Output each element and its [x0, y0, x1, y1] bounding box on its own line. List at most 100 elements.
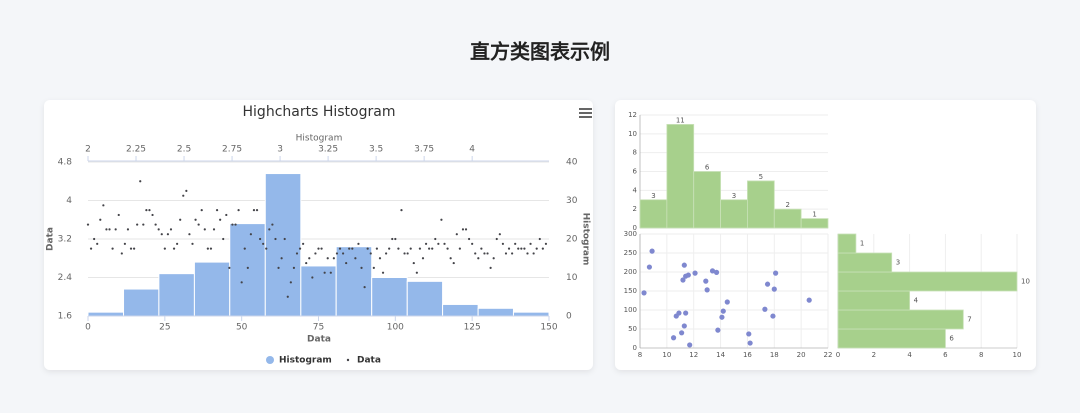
scatter-point: [335, 252, 339, 255]
scatter-point: [277, 266, 280, 269]
scatter-point: [535, 247, 538, 250]
scatter-point: [305, 261, 308, 265]
scatter-point: [99, 218, 102, 221]
data-label: 3: [651, 192, 655, 200]
scatter-point: [670, 335, 677, 341]
y2-tick-label: 10: [566, 273, 578, 283]
legend-label[interactable]: Data: [357, 356, 381, 366]
scatter-point: [720, 308, 726, 314]
scatter-point: [764, 281, 771, 287]
x2-tick-label: 3.75: [414, 145, 434, 155]
scatter-point: [169, 228, 173, 231]
x-tick-label: 22: [824, 351, 833, 359]
scatter-point: [215, 209, 219, 212]
scatter-point: [369, 252, 372, 255]
legend-marker: [266, 356, 274, 364]
scatter-point: [286, 295, 289, 298]
x2-tick-label: 2.5: [177, 145, 191, 155]
histogram-bar: [837, 290, 910, 311]
scatter-point: [428, 247, 431, 250]
scatter-point: [191, 242, 194, 245]
scatter-point: [345, 261, 348, 265]
scatter-point: [526, 252, 529, 255]
scatter-point: [703, 278, 709, 284]
scatter-point: [351, 247, 354, 250]
scatter-point: [157, 228, 160, 231]
scatter-point: [471, 242, 474, 245]
scatter-point: [709, 268, 716, 274]
legend-item[interactable]: Histogram: [266, 356, 332, 366]
scatter-point: [176, 242, 179, 245]
data-label: 10: [1021, 278, 1030, 286]
scatter-point: [148, 209, 151, 212]
scatter-point: [86, 223, 90, 226]
data-label: 11: [676, 116, 685, 124]
scatter-point: [523, 247, 526, 250]
y-tick-label: 3.2: [58, 235, 72, 245]
scatter-point: [222, 237, 225, 241]
scatter-point: [372, 266, 375, 269]
scatter-point: [507, 247, 511, 250]
scatter-point: [746, 331, 752, 337]
scatter-point: [105, 228, 108, 231]
scatter-point: [323, 271, 326, 274]
scatter-point: [360, 266, 363, 269]
histogram-bar: [442, 303, 479, 317]
scatter-point: [388, 247, 391, 250]
y-tick-label: 150: [624, 287, 637, 295]
scatter-point: [225, 213, 228, 217]
x-tick-label: 0: [85, 323, 91, 333]
scatter-point: [520, 247, 523, 250]
scatter-point: [219, 218, 222, 221]
scatter-point: [443, 242, 446, 245]
scatter-point: [188, 233, 191, 236]
x-tick-label: 8: [638, 351, 642, 359]
scatter-point: [495, 237, 498, 241]
scatter-point: [719, 314, 725, 320]
histogram-bar: [747, 180, 775, 229]
scatter-point: [474, 252, 477, 255]
scatter-point: [89, 247, 93, 250]
y-tick-label: 100: [624, 306, 637, 314]
scatter-point: [403, 252, 406, 255]
x2-tick-label: 3: [277, 145, 283, 155]
y-tick-label: 0: [633, 224, 637, 232]
scatter-point: [446, 247, 449, 250]
histogram-bar: [837, 271, 1018, 292]
scatter-point: [185, 189, 188, 192]
histogram-bar: [264, 173, 302, 317]
scatter-point: [252, 209, 256, 212]
scatter-point: [483, 252, 486, 255]
x-tick-label: 50: [236, 323, 248, 333]
scatter-point: [341, 252, 345, 255]
scatter-point: [391, 237, 394, 241]
scatter-point: [397, 247, 400, 250]
scatter-point: [338, 247, 342, 250]
x-tick-label: 6: [943, 351, 948, 359]
scatter-point: [455, 233, 458, 236]
y-tick-label: 2: [633, 205, 637, 213]
scatter-point: [541, 247, 544, 250]
legend-label[interactable]: Histogram: [279, 356, 332, 366]
scatter-point: [381, 271, 385, 274]
scatter-point: [329, 271, 332, 274]
menu-button[interactable]: [579, 108, 592, 118]
x2-tick-label: 2.75: [222, 145, 242, 155]
x-tick-label: 2: [872, 351, 876, 359]
scatter-point: [203, 228, 206, 231]
scatter-point: [237, 209, 240, 212]
histogram-bar: [193, 261, 231, 317]
scatter-point: [489, 266, 492, 269]
scatter-point: [172, 247, 176, 250]
x-axis-title: Data: [307, 335, 331, 345]
histogram-bar: [720, 199, 748, 229]
x-tick-label: 14: [716, 351, 725, 359]
histogram-bar: [477, 307, 514, 317]
scatter-point: [209, 247, 213, 250]
legend-item[interactable]: Data: [346, 356, 381, 366]
scatter-point: [685, 272, 691, 278]
highcharts-chart: Highcharts Histogram Histogram Data Data…: [46, 104, 592, 366]
menu-line: [579, 108, 592, 110]
scatter-point: [406, 252, 409, 255]
